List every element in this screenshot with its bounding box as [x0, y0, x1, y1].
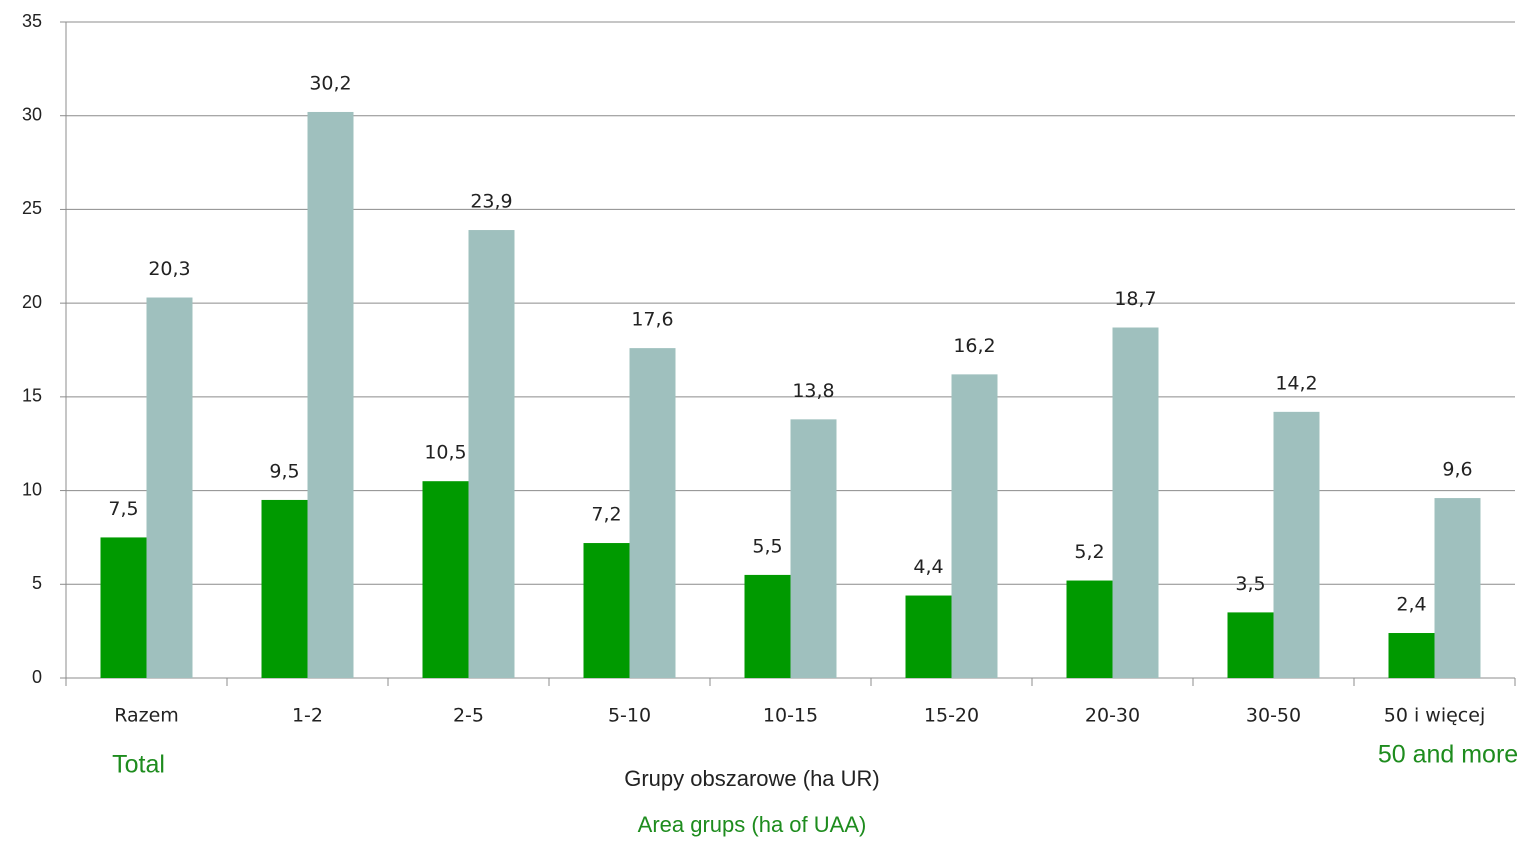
y-tick-label: 5 [32, 573, 42, 593]
y-tick-label: 0 [32, 667, 42, 687]
data-label: 18,7 [1114, 288, 1156, 310]
y-tick-label: 30 [22, 104, 42, 124]
x-tick-label: 20-30 [1085, 705, 1140, 727]
bar [790, 419, 837, 678]
data-label: 4,4 [913, 556, 943, 578]
bar [1434, 498, 1481, 678]
x-tick-label: 10-15 [763, 705, 818, 727]
annotation: 50 and more [1378, 741, 1518, 769]
x-tick-label: 50 i więcej [1384, 705, 1485, 727]
bar [146, 297, 193, 678]
annotation: Area grups (ha of UAA) [638, 812, 867, 837]
bar [422, 481, 469, 678]
bar [1227, 612, 1274, 678]
data-label: 7,5 [108, 498, 138, 520]
bar [100, 537, 147, 678]
data-label: 16,2 [953, 335, 995, 357]
y-tick-label: 25 [22, 198, 42, 218]
data-label: 10,5 [424, 442, 466, 464]
y-tick-label: 10 [22, 479, 42, 499]
y-tick-label: 35 [22, 11, 42, 31]
bar [1388, 633, 1435, 678]
x-axis-label: Grupy obszarowe (ha UR) [624, 766, 880, 791]
x-tick-label: 5-10 [608, 705, 651, 727]
data-label: 14,2 [1275, 372, 1317, 394]
y-tick-label: 15 [22, 386, 42, 406]
data-label: 2,4 [1396, 594, 1426, 616]
annotation: Total [112, 751, 165, 779]
bar [1273, 411, 1320, 678]
x-tick-label: 2-5 [453, 705, 484, 727]
x-tick-label: Razem [114, 705, 179, 727]
data-label: 7,2 [591, 504, 621, 526]
bar [1066, 580, 1113, 678]
bar [951, 374, 998, 678]
bar [307, 111, 354, 679]
x-tick-label: 15-20 [924, 705, 979, 727]
x-tick-label: 30-50 [1246, 705, 1301, 727]
data-label: 3,5 [1235, 573, 1265, 595]
data-label: 9,5 [269, 460, 299, 482]
bar [583, 543, 630, 678]
bar [468, 230, 515, 678]
bar [905, 595, 952, 678]
x-tick-label: 1-2 [292, 705, 323, 727]
data-label: 20,3 [148, 258, 190, 280]
bar [629, 348, 676, 678]
data-label: 30,2 [309, 72, 351, 94]
data-label: 9,6 [1442, 459, 1472, 481]
bar [744, 574, 791, 678]
data-label: 17,6 [631, 309, 673, 331]
data-label: 5,5 [752, 535, 782, 557]
data-label: 13,8 [792, 380, 834, 402]
y-tick-label: 20 [22, 292, 42, 312]
data-label: 5,2 [1074, 541, 1104, 563]
data-label: 23,9 [470, 191, 512, 213]
bar [261, 499, 308, 678]
bar [1112, 327, 1159, 678]
